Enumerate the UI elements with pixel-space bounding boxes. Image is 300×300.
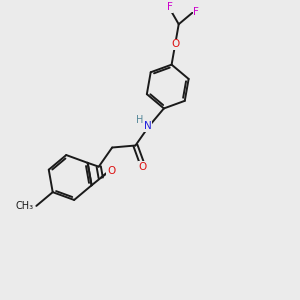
Text: H: H bbox=[136, 115, 143, 125]
Text: O: O bbox=[171, 39, 179, 50]
Text: CH₃: CH₃ bbox=[15, 201, 34, 211]
Text: O: O bbox=[107, 166, 116, 176]
Text: O: O bbox=[139, 162, 147, 172]
Text: F: F bbox=[194, 7, 199, 17]
Text: N: N bbox=[143, 121, 151, 131]
Text: F: F bbox=[167, 2, 172, 12]
